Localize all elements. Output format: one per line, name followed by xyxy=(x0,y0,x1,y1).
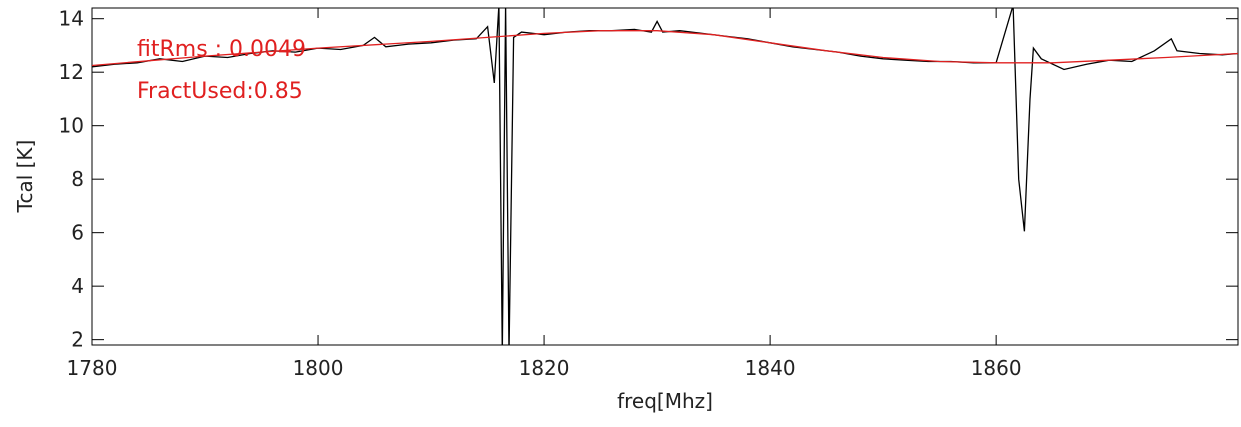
y-tick-label: 8 xyxy=(71,167,84,191)
data-line xyxy=(92,30,1238,67)
annotation: fitRms : 0.0049 xyxy=(137,37,306,62)
x-tick-label: 1840 xyxy=(745,356,796,380)
y-tick-label: 12 xyxy=(59,60,84,84)
plot-frame xyxy=(91,7,1239,346)
x-tick-label: 1800 xyxy=(293,356,344,380)
plot-area xyxy=(92,8,1238,345)
y-tick-label: 2 xyxy=(71,328,84,352)
annotation: FractUsed:0.85 xyxy=(137,79,303,104)
x-axis-label: freq[Mhz] xyxy=(617,389,713,413)
x-tick-label: 1820 xyxy=(519,356,570,380)
x-tick-label: 1860 xyxy=(971,356,1022,380)
y-axis-label: Tcal [K] xyxy=(13,140,37,214)
data-line xyxy=(92,8,1238,345)
y-tick-label: 14 xyxy=(59,7,84,31)
y-tick-label: 10 xyxy=(59,114,84,138)
y-tick-label: 4 xyxy=(71,274,84,298)
y-tick-label: 6 xyxy=(71,221,84,245)
x-tick-label: 1780 xyxy=(67,356,118,380)
